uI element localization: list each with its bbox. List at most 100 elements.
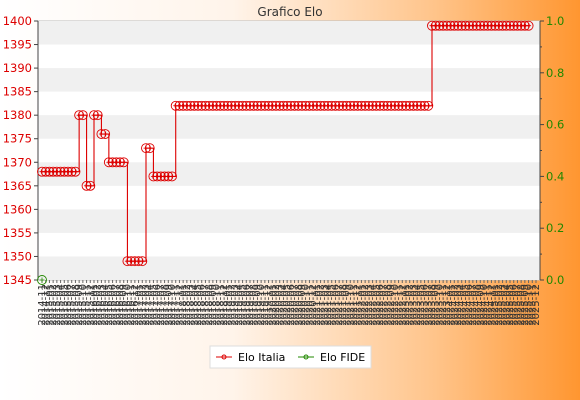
x-axis-tick-label: 2022-07 bbox=[379, 284, 390, 326]
x-axis-tick-label: 2022-05 bbox=[371, 284, 382, 326]
left-axis-tick-label: 1345 bbox=[3, 273, 32, 287]
data-point-cross bbox=[72, 169, 78, 175]
x-axis-tick-label: 2022-02 bbox=[360, 284, 371, 326]
x-axis-tick-label: 2017-02 bbox=[137, 284, 148, 326]
data-point-cross bbox=[425, 103, 431, 109]
x-axis-tick-label: 2018-06 bbox=[197, 284, 208, 326]
x-axis-tick-label: 2023-04 bbox=[412, 284, 423, 326]
x-axis-tick-label: 2016-07 bbox=[111, 284, 122, 326]
data-point bbox=[92, 110, 103, 121]
x-axis-tick-label: 2021-05 bbox=[327, 284, 338, 326]
x-axis-tick-label: 2024-11 bbox=[483, 284, 494, 326]
x-axis-tick-label: 2020-11 bbox=[304, 284, 315, 326]
right-axis-tick-label: 1.0 bbox=[546, 14, 564, 28]
x-axis-tick-label: 2025-09 bbox=[520, 284, 531, 326]
x-axis-tick-label: 2020-07 bbox=[290, 284, 301, 326]
x-axis-tick-label: 2016-02 bbox=[93, 284, 104, 326]
x-axis-tick-label: 2022-11 bbox=[394, 284, 405, 326]
grid-band bbox=[38, 115, 540, 139]
x-axis-tick-label: 2015-01 bbox=[44, 284, 55, 326]
x-axis-tick-label: 2024-01 bbox=[446, 284, 457, 326]
x-axis-tick-label: 2022-10 bbox=[390, 284, 401, 326]
x-axis-tick-label: 2025-06 bbox=[509, 284, 520, 326]
x-axis-tick-label: 2019-03 bbox=[230, 284, 241, 326]
x-axis-tick-label: 2022-12 bbox=[397, 284, 408, 326]
x-axis-tick-label: 2023-08 bbox=[427, 284, 438, 326]
x-axis-tick-label: 2018-02 bbox=[182, 284, 193, 326]
data-point-cross bbox=[121, 159, 127, 165]
x-axis-tick-label: 2022-06 bbox=[375, 284, 386, 326]
data-point bbox=[523, 20, 534, 31]
x-axis-tick-label: 2023-06 bbox=[420, 284, 431, 326]
x-axis-tick-label: 2016-06 bbox=[108, 284, 119, 326]
x-axis-tick-label: 2017-12 bbox=[174, 284, 185, 326]
left-axis-tick-label: 1385 bbox=[3, 85, 32, 99]
x-axis-tick-label: 2015-11 bbox=[82, 284, 93, 326]
x-axis-tick-label: 2021-04 bbox=[323, 284, 334, 326]
x-axis-tick-label: 2018-05 bbox=[193, 284, 204, 326]
x-axis-tick-label: 2019-10 bbox=[256, 284, 267, 326]
x-axis-tick-label: 2017-03 bbox=[141, 284, 152, 326]
data-point bbox=[37, 275, 47, 285]
legend-marker bbox=[221, 354, 227, 360]
x-axis-tick-label: 2019-04 bbox=[234, 284, 245, 326]
x-axis-tick-label: 2015-05 bbox=[59, 284, 70, 326]
x-axis-tick-label: 2019-07 bbox=[245, 284, 256, 326]
data-point-cross bbox=[39, 277, 45, 283]
right-axis-tick-label: 0.6 bbox=[546, 118, 564, 132]
x-axis-tick-label: 2015-02 bbox=[48, 284, 59, 326]
x-axis-tick-label: 2021-08 bbox=[338, 284, 349, 326]
left-axis-tick-label: 1375 bbox=[3, 132, 32, 146]
x-axis-tick-label: 2021-06 bbox=[330, 284, 341, 326]
data-point bbox=[423, 100, 434, 111]
x-axis-tick-label: 2023-01 bbox=[401, 284, 412, 326]
x-axis-tick-label: 2024-07 bbox=[468, 284, 479, 326]
x-axis-tick-label: 2023-10 bbox=[434, 284, 445, 326]
x-axis-tick-label: 2016-12 bbox=[130, 284, 141, 326]
left-axis-tick-label: 1380 bbox=[3, 108, 32, 122]
data-point-cross bbox=[95, 112, 101, 118]
x-axis-tick-label: 2016-11 bbox=[126, 284, 137, 326]
x-axis-tick-label: 2023-12 bbox=[442, 284, 453, 326]
data-point-cross bbox=[147, 145, 153, 151]
data-point-cross bbox=[139, 258, 145, 264]
data-point bbox=[167, 171, 177, 182]
x-axis-tick-label: 2021-12 bbox=[353, 284, 364, 326]
x-axis-tick-label: 2022-08 bbox=[382, 284, 393, 326]
legend-label: Elo FIDE bbox=[320, 351, 365, 364]
x-axis-tick-label: 2019-05 bbox=[238, 284, 249, 326]
x-axis-tick-label: 2018-09 bbox=[208, 284, 219, 326]
left-axis-tick-label: 1400 bbox=[3, 14, 32, 28]
x-axis-tick-label: 2019-02 bbox=[226, 284, 237, 326]
x-axis-tick-label: 2025-10 bbox=[524, 284, 535, 326]
x-axis-tick-label: 2024-03 bbox=[453, 284, 464, 326]
x-axis-tick-label: 2020-04 bbox=[278, 284, 289, 326]
x-axis-tick-label: 2018-11 bbox=[215, 284, 226, 326]
x-axis-tick-label: 2019-11 bbox=[260, 284, 271, 326]
x-axis-tick-label: 2023-09 bbox=[431, 284, 442, 326]
data-point-cross bbox=[80, 112, 86, 118]
x-axis-tick-label: 2015-09 bbox=[74, 284, 85, 326]
x-axis-tick-label: 2024-02 bbox=[449, 284, 460, 326]
x-axis-tick-label: 2019-12 bbox=[264, 284, 275, 326]
data-point-cross bbox=[526, 23, 532, 29]
right-axis-tick-label: 0.2 bbox=[546, 221, 564, 235]
right-axis-tick-label: 0.0 bbox=[546, 273, 564, 287]
x-axis-tick-label: 2016-05 bbox=[104, 284, 115, 326]
x-axis-tick-label: 2022-04 bbox=[368, 284, 379, 326]
legend-marker bbox=[303, 354, 309, 360]
x-axis-tick-label: 2017-07 bbox=[156, 284, 167, 326]
x-axis-tick-label: 2016-01 bbox=[89, 284, 100, 326]
x-axis-tick-label: 2016-09 bbox=[119, 284, 130, 326]
data-point bbox=[77, 110, 88, 121]
x-axis-tick-label: 2018-04 bbox=[189, 284, 200, 326]
data-point bbox=[70, 166, 81, 177]
grid-band bbox=[38, 256, 540, 280]
x-axis-tick-label: 2020-12 bbox=[308, 284, 319, 326]
x-axis-tick-label: 2020-08 bbox=[293, 284, 304, 326]
x-axis-tick-label: 2025-01 bbox=[490, 284, 501, 326]
data-point bbox=[100, 129, 111, 139]
x-axis-tick-label: 2016-10 bbox=[122, 284, 133, 326]
